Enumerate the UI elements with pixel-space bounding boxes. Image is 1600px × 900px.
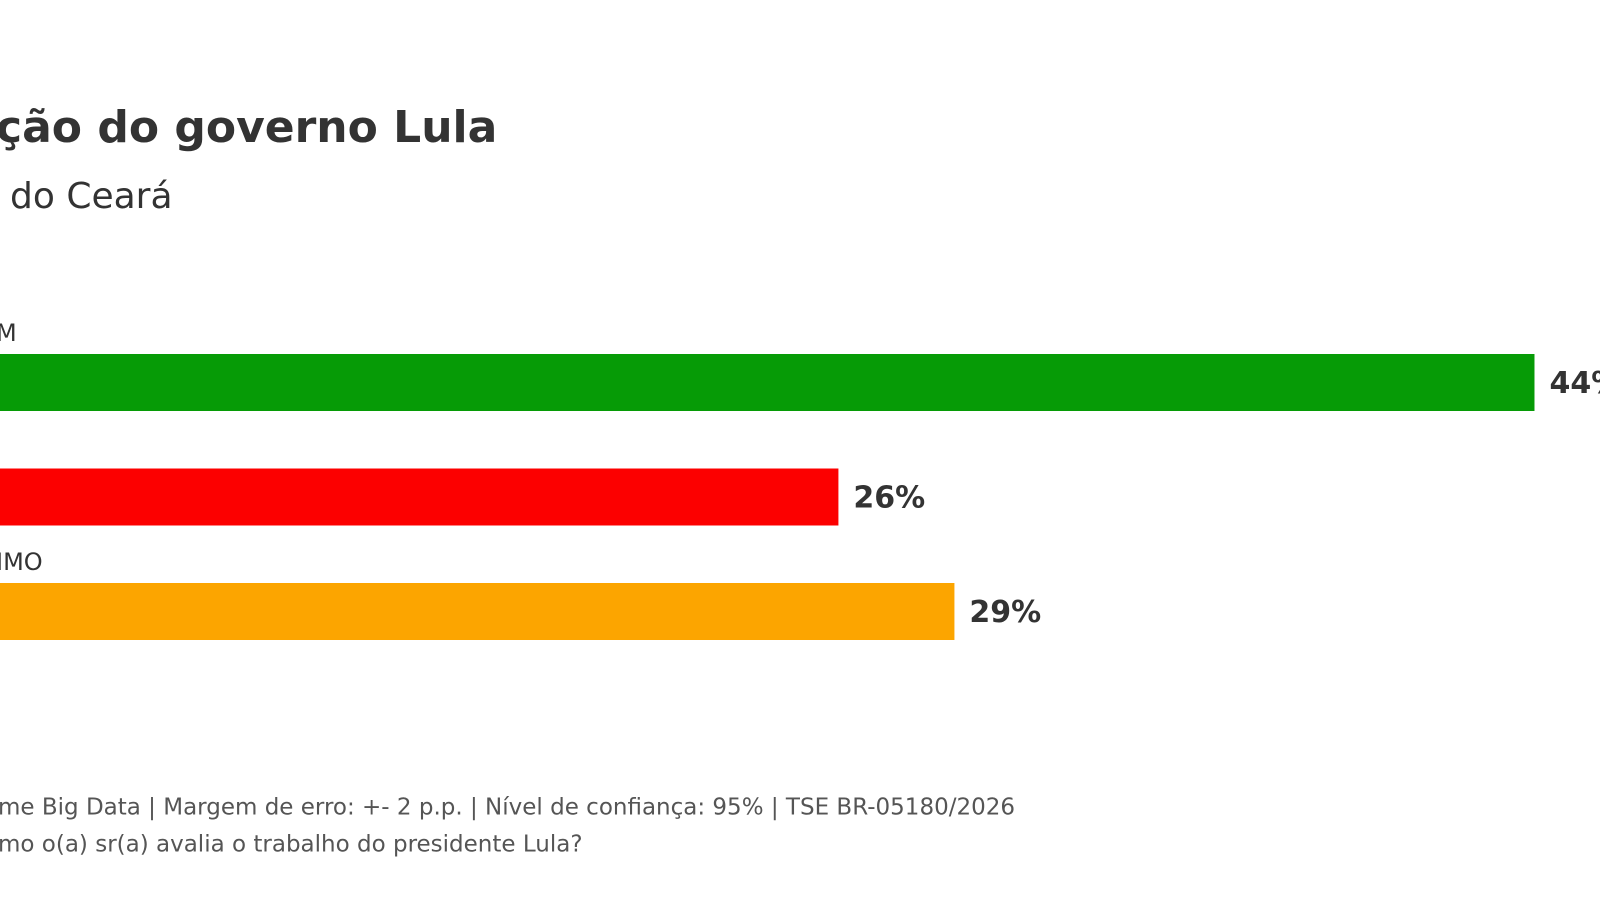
category-label: IMO [0,548,43,576]
value-label: 26% [853,481,925,516]
bar [0,354,1535,411]
value-label: 44% [1549,366,1600,401]
bar [0,468,839,526]
chart-title: ção do governo Lula [0,102,497,153]
value-label: 29% [969,595,1041,630]
category-label: M [0,319,17,347]
bar [0,583,955,640]
footer-line: me Big Data | Margem de erro: +- 2 p.p. … [0,795,1015,821]
chart-subtitle: do Ceará [10,176,173,217]
footer-line: mo o(a) sr(a) avalia o trabalho do presi… [0,832,583,858]
